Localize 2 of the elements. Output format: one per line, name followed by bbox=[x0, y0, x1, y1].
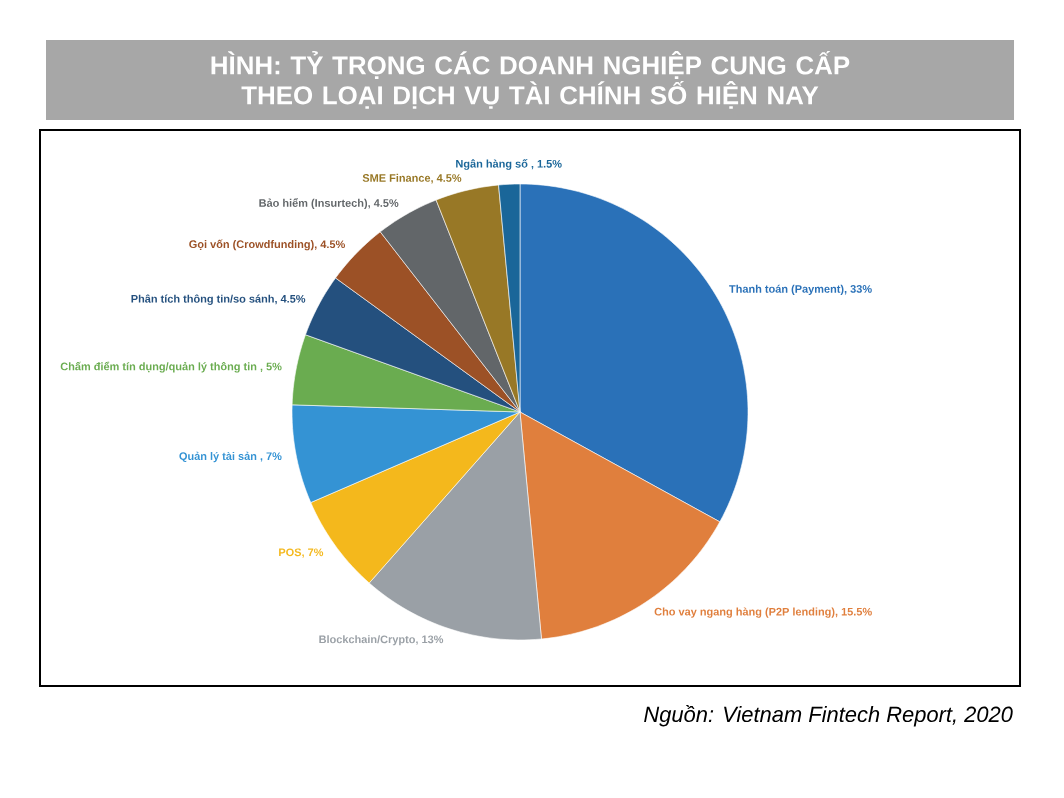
chart-title: HÌNH: TỶ TRỌNG CÁC DOANH NGHIỆP CUNG CẤP THEO LOẠI DỊCH VỤ TÀI CHÍNH SỐ HIỆN NAY bbox=[211, 51, 850, 109]
text: Nguồn: Vietnam Fintech Report, 2020 bbox=[644, 705, 1013, 727]
